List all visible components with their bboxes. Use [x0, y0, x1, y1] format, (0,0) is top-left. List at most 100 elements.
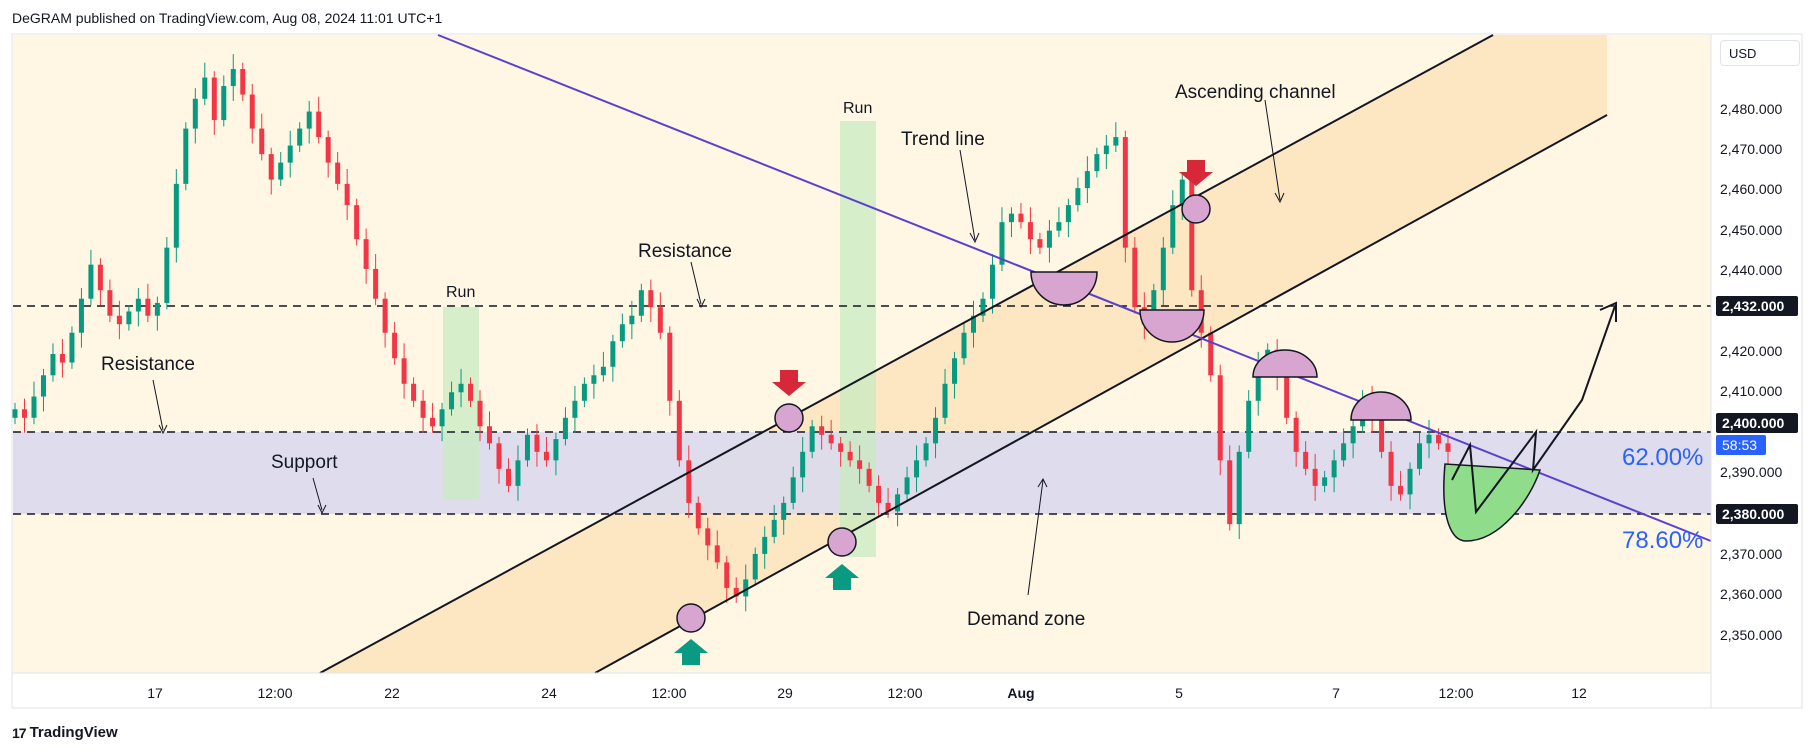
y-tick-label: 2,360.000: [1720, 586, 1782, 602]
candle-down: [705, 528, 711, 546]
candle-up: [69, 332, 75, 363]
candle-down: [487, 426, 493, 444]
candle-up: [914, 460, 920, 478]
candle-down: [847, 451, 853, 461]
x-tick-label: 12:00: [257, 685, 292, 701]
touch-arc-3: [1252, 349, 1318, 378]
candle-up: [126, 311, 132, 325]
x-tick-label: 7: [1332, 685, 1340, 701]
annotation-resistance-left: Resistance: [101, 354, 195, 375]
candle-down: [325, 137, 331, 163]
pointer-head-4: [158, 424, 168, 435]
y-tick-label: 2,410.000: [1720, 383, 1782, 399]
candle-up: [1056, 222, 1062, 231]
candle-up: [961, 332, 967, 359]
badge-label: 58:53: [1722, 437, 1757, 453]
price-badge-2400: 2,400.000: [1716, 413, 1798, 433]
badge-label: 2,380.000: [1722, 506, 1784, 522]
candle-down: [1379, 417, 1385, 452]
candle-up: [1426, 434, 1432, 444]
candle-up: [458, 383, 464, 393]
y-tick-label: 2,470.000: [1720, 141, 1782, 157]
candle-down: [885, 502, 891, 512]
candle-up: [31, 396, 37, 418]
candle-up: [942, 383, 948, 418]
run-label-1: Run: [446, 284, 475, 301]
y-tick-label: 2,370.000: [1720, 546, 1782, 562]
run-zone-2: [840, 121, 876, 557]
fib-label-786: 78.60%: [1622, 527, 1703, 554]
candle-up: [1246, 400, 1252, 452]
candle-up: [980, 298, 986, 316]
candle-up: [524, 434, 530, 461]
pointer-head-1: [1274, 192, 1285, 204]
candle-up: [638, 290, 644, 316]
candle-down: [268, 154, 274, 180]
pointer-head-2: [969, 232, 980, 244]
candle-up: [989, 264, 995, 299]
price-badge-2380: 2,380.000: [1716, 504, 1798, 524]
candle-up: [591, 375, 597, 384]
candle-up: [1065, 205, 1071, 223]
fib-label-62: 62.00%: [1622, 444, 1703, 471]
candle-down: [344, 183, 350, 206]
candle-down: [1388, 451, 1394, 486]
candle-down: [686, 460, 692, 503]
candle-down: [1189, 179, 1195, 291]
candle-up: [752, 553, 758, 580]
candle-down: [145, 298, 151, 316]
candle-up: [1160, 247, 1166, 291]
candle-up: [12, 409, 18, 418]
candle-down: [1027, 222, 1033, 240]
candle-up: [1008, 213, 1014, 223]
candle-down: [477, 400, 483, 427]
candle-down: [392, 332, 398, 359]
candle-up: [1417, 443, 1423, 469]
candle-up: [1350, 426, 1356, 444]
candle-up: [192, 98, 198, 129]
candle-up: [629, 315, 635, 325]
pointer-resistance-left: [152, 379, 164, 431]
badge-label: 2,400.000: [1722, 415, 1784, 431]
y-tick-label: 2,390.000: [1720, 464, 1782, 480]
candle-down: [496, 443, 502, 469]
candle-down: [1217, 375, 1223, 461]
candle-down: [857, 460, 863, 469]
candle-up: [278, 162, 284, 180]
candle-up: [1084, 171, 1090, 189]
candle-up: [154, 302, 160, 316]
candle-up: [762, 536, 768, 554]
candle-up: [297, 128, 303, 146]
candle-up: [562, 417, 568, 440]
candle-down: [59, 354, 65, 363]
candle-up: [449, 392, 455, 410]
candle-up: [1113, 137, 1119, 146]
price-badge-2432: 2,432.000: [1716, 296, 1798, 316]
candle-up: [743, 579, 749, 597]
candle-up: [781, 502, 787, 520]
candle-down: [430, 417, 436, 427]
arrow-up-marker-2: [825, 564, 859, 590]
touch-circle-4: [827, 527, 857, 557]
candle-up: [515, 460, 521, 486]
candle-up: [173, 183, 179, 248]
candle-down: [1132, 247, 1138, 308]
currency-selector-button[interactable]: USD: [1720, 40, 1800, 66]
candle-down: [468, 383, 474, 401]
candle-up: [221, 86, 227, 121]
projection-arc: [1443, 463, 1542, 542]
candle-down: [21, 409, 27, 418]
candle-up: [1151, 290, 1157, 325]
channel-lower-line: [594, 114, 1608, 674]
candle-up: [306, 111, 312, 129]
candle-up: [771, 519, 777, 537]
candle-up: [904, 477, 910, 495]
candle-down: [828, 434, 834, 444]
candle-down: [240, 69, 246, 95]
candle-up: [1075, 188, 1081, 206]
candle-up: [553, 439, 559, 461]
candle-up: [619, 324, 625, 342]
candle-down: [866, 468, 872, 486]
tradingview-logo-icon: 17: [12, 724, 27, 741]
